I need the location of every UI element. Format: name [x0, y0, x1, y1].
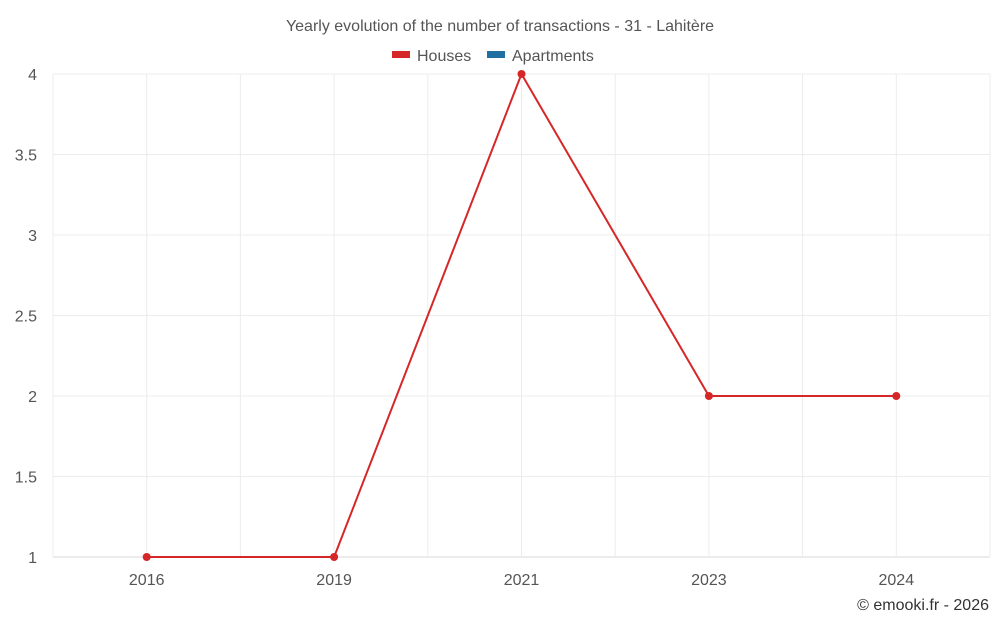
chart-title: Yearly evolution of the number of transa…	[286, 18, 714, 35]
data-point-houses-2019[interactable]	[330, 553, 339, 561]
credit-text: © emooki.fr - 2026	[857, 597, 989, 614]
legend-swatch-apartments[interactable]	[487, 51, 505, 58]
y-tick-label: 2.5	[15, 309, 37, 326]
y-tick-label: 2	[28, 389, 37, 406]
data-point-houses-2023[interactable]	[704, 392, 713, 400]
legend-swatch-houses[interactable]	[392, 51, 410, 58]
data-point-houses-2016[interactable]	[142, 553, 151, 561]
x-tick-label: 2016	[129, 572, 165, 589]
y-tick-label: 3.5	[15, 148, 37, 165]
x-tick-label: 2021	[504, 572, 540, 589]
legend-label-apartments[interactable]: Apartments	[512, 48, 594, 65]
grid	[52, 73, 991, 558]
legend-label-houses[interactable]: Houses	[417, 48, 471, 65]
y-tick-label: 4	[28, 67, 37, 84]
y-tick-label: 1	[28, 550, 37, 567]
x-tick-label: 2019	[316, 572, 352, 589]
x-tick-label: 2023	[691, 572, 727, 589]
series-houses	[142, 70, 901, 561]
legend: Houses Apartments	[392, 48, 594, 65]
axes: 1 1.5 2 2.5 3 3.5 4 2016 2019 2021 2023 2024	[15, 67, 914, 589]
data-point-houses-2024[interactable]	[892, 392, 901, 400]
y-tick-label: 3	[28, 228, 37, 245]
data-point-houses-2021[interactable]	[517, 70, 526, 78]
x-tick-label: 2024	[879, 572, 915, 589]
y-tick-label: 1.5	[15, 470, 37, 487]
